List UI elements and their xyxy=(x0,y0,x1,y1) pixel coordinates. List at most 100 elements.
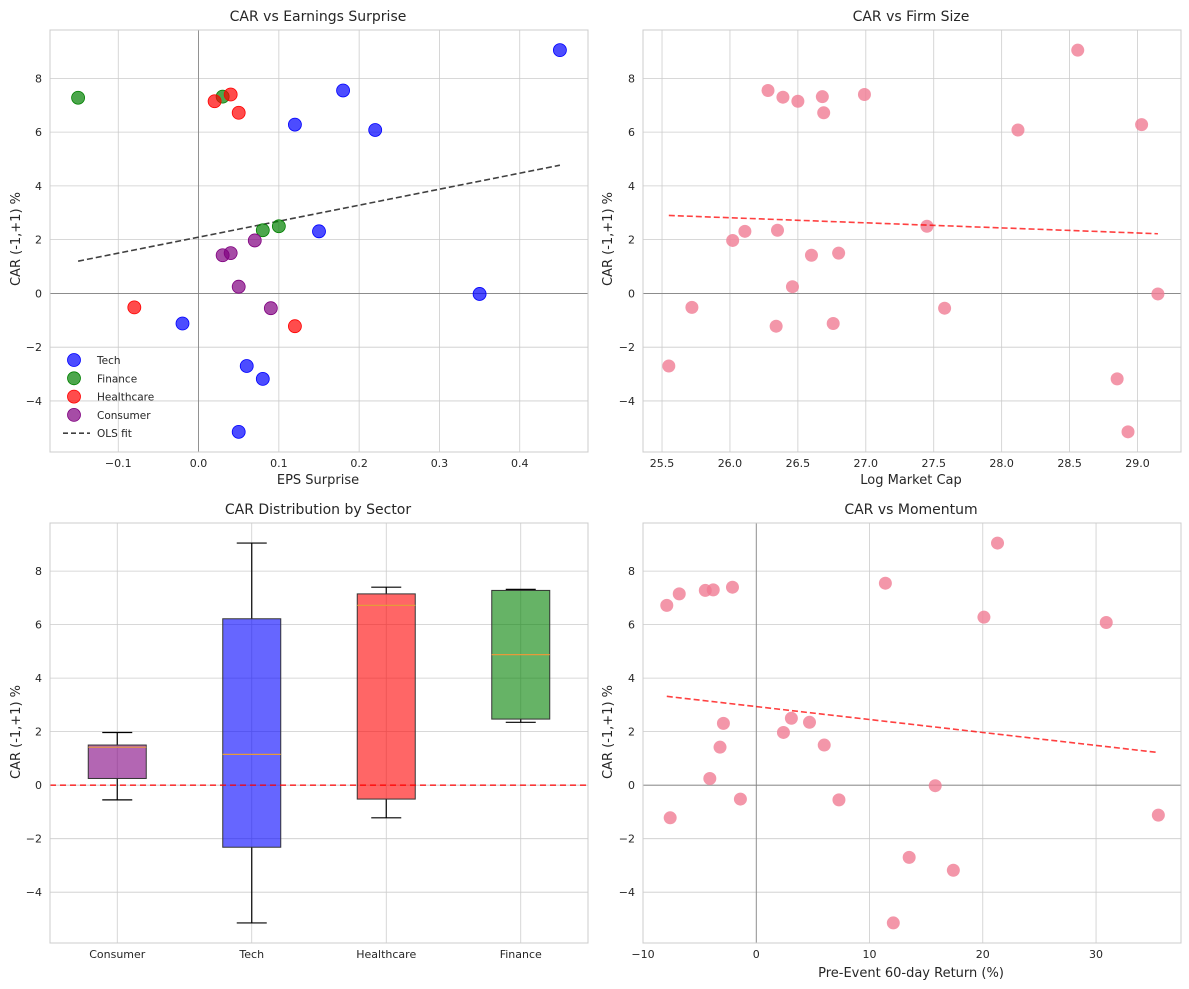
data-point xyxy=(1110,372,1124,386)
x-tick-label: −0.1 xyxy=(105,457,132,470)
y-tick-label: 0 xyxy=(628,779,635,792)
data-point xyxy=(472,287,487,301)
y-tick-label: −2 xyxy=(26,833,42,846)
y-tick-label: 6 xyxy=(35,126,42,139)
data-point xyxy=(817,738,831,752)
x-tick-label: 28.0 xyxy=(989,457,1014,470)
iqr-box xyxy=(356,593,416,800)
data-point xyxy=(1121,425,1135,439)
x-tick-label: 0.3 xyxy=(431,457,449,470)
legend-marker xyxy=(67,407,81,422)
y-tick-label: 8 xyxy=(35,72,42,85)
data-point xyxy=(785,280,799,294)
data-point xyxy=(312,224,326,239)
axes-frame xyxy=(642,29,1182,453)
x-tick-label: 0.1 xyxy=(270,457,288,470)
data-point xyxy=(1099,616,1113,630)
y-tick-label: 6 xyxy=(35,619,42,632)
data-point xyxy=(804,248,818,262)
data-point xyxy=(716,716,730,730)
y-axis-label: CAR (-1,+1) % xyxy=(9,685,24,779)
gridlines xyxy=(643,30,1181,452)
axes-frame xyxy=(49,29,589,453)
x-tick-label: 26.0 xyxy=(718,457,743,470)
panel-momentum: CAR vs Momentum Pre-Event 60-day Return … xyxy=(601,502,1182,981)
iqr-box xyxy=(87,744,147,779)
panel-title: CAR Distribution by Sector xyxy=(225,502,412,518)
legend-marker xyxy=(67,389,81,404)
y-tick-label: −4 xyxy=(26,395,42,408)
data-point xyxy=(815,90,829,104)
data-point xyxy=(902,850,916,864)
x-tick-label: 0.2 xyxy=(350,457,368,470)
y-tick-label: −4 xyxy=(619,886,635,899)
gridlines xyxy=(642,523,1181,943)
x-tick-label: 28.5 xyxy=(1057,457,1082,470)
x-tick-label: 0 xyxy=(753,948,760,961)
box-healthcare xyxy=(356,586,416,819)
box-finance xyxy=(491,588,551,723)
data-point xyxy=(725,580,739,594)
data-point xyxy=(857,88,871,102)
y-tick-label: 8 xyxy=(628,565,635,578)
y-tick-label: 6 xyxy=(628,619,635,632)
data-point xyxy=(991,536,1005,550)
data-point xyxy=(703,771,717,785)
legend-label: Finance xyxy=(97,373,137,385)
data-point xyxy=(255,371,270,386)
ols-fit-line xyxy=(77,164,561,262)
y-tick-label: 4 xyxy=(628,672,635,685)
y-tick-label: −2 xyxy=(619,341,635,354)
data-point xyxy=(336,83,350,98)
series-healthcare xyxy=(127,87,302,334)
y-tick-label: 4 xyxy=(35,672,42,685)
legend-marker xyxy=(67,353,81,367)
x-tick-label: Healthcare xyxy=(356,948,416,961)
data-point xyxy=(920,219,934,233)
series-consumer xyxy=(215,233,278,316)
data-point xyxy=(685,300,699,314)
data-point xyxy=(802,715,816,729)
data-point xyxy=(255,223,270,238)
iqr-box xyxy=(222,618,282,848)
data-point xyxy=(1151,808,1165,822)
data-point xyxy=(1071,43,1085,57)
data-point xyxy=(832,246,846,260)
panel-sector-box: CAR Distribution by Sector CAR (-1,+1) %… xyxy=(9,502,589,961)
data-point xyxy=(928,779,942,793)
box-consumer xyxy=(87,731,147,801)
data-point xyxy=(672,587,686,601)
data-point xyxy=(738,224,752,238)
y-tick-label: 2 xyxy=(628,726,635,739)
x-tick-label: 20 xyxy=(976,948,990,961)
y-tick-label: 2 xyxy=(628,234,635,247)
x-axis-label: EPS Surprise xyxy=(277,473,359,488)
legend-label: Consumer xyxy=(97,410,151,422)
gridlines xyxy=(50,30,588,452)
data-point xyxy=(938,301,952,315)
y-tick-label: 4 xyxy=(628,180,635,193)
x-tick-label: 26.5 xyxy=(786,457,811,470)
data-point xyxy=(223,246,238,260)
data-point xyxy=(878,576,892,590)
y-tick-label: 4 xyxy=(35,180,42,193)
axes-frame xyxy=(49,522,589,944)
series-finance xyxy=(71,89,286,238)
data-point xyxy=(231,424,246,439)
x-tick-label: 30 xyxy=(1089,948,1103,961)
data-point xyxy=(239,359,254,373)
data-point xyxy=(769,319,783,333)
data-point xyxy=(706,583,720,597)
x-tick-label: 0.4 xyxy=(511,457,529,470)
y-tick-label: 0 xyxy=(35,779,42,792)
data-point xyxy=(776,90,790,104)
y-tick-label: 8 xyxy=(628,72,635,85)
data-point xyxy=(771,223,784,237)
y-tick-label: 0 xyxy=(35,287,42,300)
data-point xyxy=(726,233,740,247)
scatter-points xyxy=(662,43,1165,439)
data-point xyxy=(886,916,900,930)
data-point xyxy=(231,105,246,120)
x-tick-label: 0.0 xyxy=(190,457,208,470)
data-point xyxy=(247,233,262,248)
